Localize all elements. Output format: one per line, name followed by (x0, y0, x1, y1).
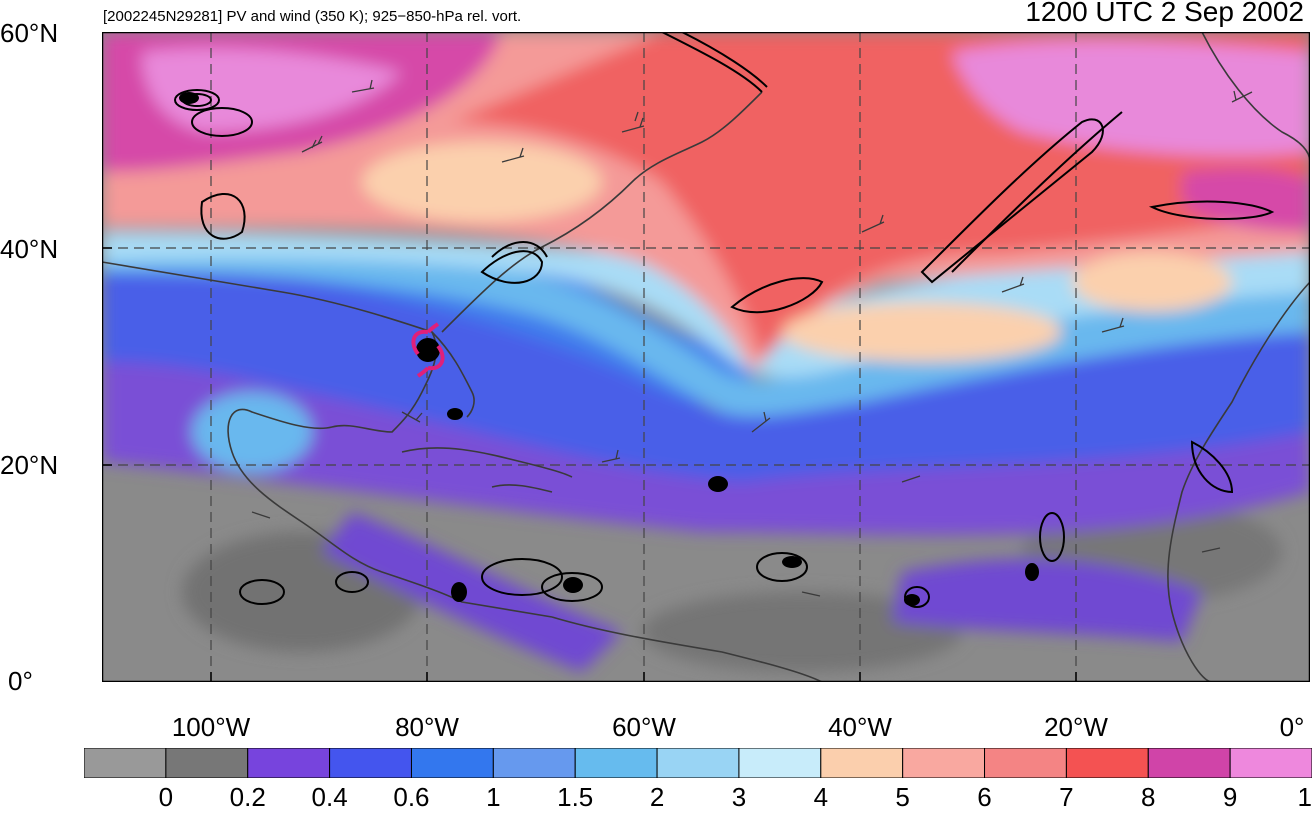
colorbar-level-label: 7 (1059, 782, 1074, 812)
colorbar-swatch (1147, 748, 1231, 778)
colorbar-level-label: 4 (813, 782, 829, 812)
lat-label-20n: 20°N (0, 450, 59, 480)
colorbar-level-label: 0.4 (311, 782, 348, 812)
lon-label-80w: 80°W (395, 712, 459, 742)
colorbar-swatch (329, 748, 412, 778)
colorbar-swatch (820, 748, 904, 778)
colorbar-level-label: 0.2 (229, 782, 266, 812)
colorbar-level-label: 1 (486, 782, 501, 812)
lon-label-0: 0° (1279, 712, 1305, 742)
colorbar-swatch (984, 748, 1067, 778)
lat-label-equator: 0° (8, 666, 33, 696)
lat-label-60n: 60°N (0, 18, 59, 48)
vorticity-maxima (179, 92, 1039, 606)
map-frame (102, 32, 1310, 682)
colorbar-swatch (1229, 748, 1312, 778)
map-title: [2002245N29281] PV and wind (350 K); 925… (103, 8, 522, 25)
colorbar-level-label: 9 (1222, 782, 1238, 812)
lon-label-40w: 40°W (828, 712, 892, 742)
pv-wind-map (102, 32, 1310, 682)
lon-label-100w: 100°W (171, 712, 251, 742)
colorbar-level-label: 6 (977, 782, 992, 812)
lat-label-40n: 40°N (0, 234, 59, 264)
colorbar-swatch (656, 748, 740, 778)
colorbar-swatch (738, 748, 822, 778)
colorbar-level-label: 8 (1141, 782, 1156, 812)
axis-ticks (102, 247, 1077, 682)
lon-label-20w: 20°W (1044, 712, 1108, 742)
colorbar-level-label: 10 (1297, 782, 1312, 812)
tropical-cyclone-icon (411, 322, 445, 378)
colorbar-level-label: 0.6 (393, 782, 430, 812)
coastlines (102, 32, 1310, 682)
colorbar-swatch (247, 748, 331, 778)
colorbar-swatch (165, 748, 249, 778)
wind-barbs (251, 79, 1253, 597)
colorbar-swatch (410, 748, 494, 778)
colorbar-swatch (1065, 748, 1149, 778)
colorbar (84, 748, 1312, 778)
lon-label-60w: 60°W (612, 712, 676, 742)
vorticity-contours (174, 32, 1275, 608)
colorbar-swatch (84, 748, 167, 778)
colorbar-level-label: 0 (158, 782, 174, 812)
colorbar-swatch (492, 748, 576, 778)
colorbar-level-label: 1.5 (557, 782, 594, 812)
colorbar-swatch (902, 748, 986, 778)
colorbar-level-label: 2 (649, 782, 665, 812)
pv-shading (102, 32, 1310, 672)
colorbar-level-label: 5 (895, 782, 910, 812)
colorbar-swatch (574, 748, 658, 778)
colorbar-level-label: 3 (731, 782, 747, 812)
valid-time: 1200 UTC 2 Sep 2002 (1025, 0, 1304, 27)
